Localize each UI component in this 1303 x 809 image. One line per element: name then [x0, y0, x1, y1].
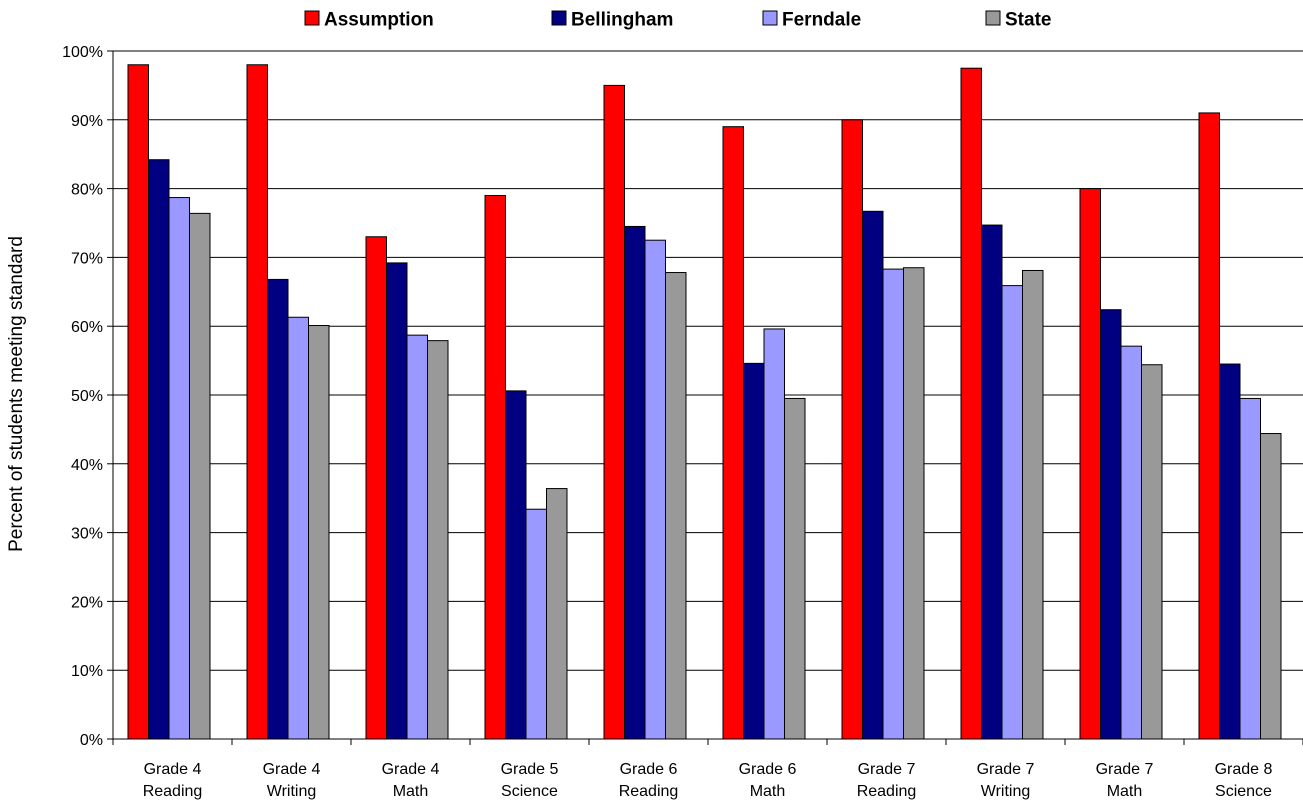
bar-state-8: [1141, 364, 1163, 740]
bar-state-7: [1022, 269, 1044, 740]
bar-ferndale-9: [1239, 397, 1261, 740]
bar-assumption-2: [365, 236, 387, 740]
bar-bellingham-0: [148, 159, 170, 740]
x-tick-label: Grade 6 Reading: [619, 761, 679, 800]
bar-assumption-0: [127, 64, 149, 740]
y-tick-label: 90%: [71, 113, 103, 130]
bar-state-3: [546, 488, 568, 740]
bar-bellingham-1: [267, 278, 289, 740]
legend-swatch-ferndale: [762, 10, 778, 26]
legend-label-state: State: [1005, 10, 1051, 31]
y-axis-label: Percent of students meeting standard: [6, 236, 27, 552]
bar-ferndale-4: [644, 239, 666, 740]
bar-bellingham-2: [386, 262, 408, 740]
bar-assumption-1: [246, 64, 268, 740]
bar-state-0: [189, 212, 211, 740]
bar-bellingham-5: [743, 362, 765, 740]
x-tick-label: Grade 6 Math: [739, 761, 797, 800]
x-tick-label: Grade 4 Reading: [143, 761, 203, 800]
y-tick-label: 50%: [71, 388, 103, 405]
bar-state-6: [903, 267, 925, 740]
bars: [127, 64, 1282, 740]
legend-swatch-state: [985, 10, 1001, 26]
x-tick-label: Grade 4 Writing: [263, 761, 321, 800]
bar-ferndale-2: [406, 334, 428, 740]
x-tick-label: Grade 7 Reading: [857, 761, 917, 800]
y-tick-label: 80%: [71, 182, 103, 199]
x-axis-ticks: Grade 4 Reading Grade 4 Writing Grade 4 Math G…: [112, 739, 1303, 800]
bar-state-2: [427, 340, 449, 740]
bar-assumption-5: [722, 126, 744, 740]
bar-bellingham-3: [505, 390, 527, 740]
bar-assumption-7: [960, 67, 982, 740]
bar-ferndale-8: [1120, 345, 1142, 740]
bar-assumption-9: [1198, 112, 1220, 740]
bar-bellingham-9: [1219, 363, 1241, 740]
bar-ferndale-5: [763, 328, 785, 740]
bar-ferndale-0: [168, 197, 190, 740]
bar-ferndale-7: [1001, 285, 1023, 740]
y-tick-label: 0%: [80, 732, 103, 749]
bar-state-4: [665, 272, 687, 740]
y-tick-label: 70%: [71, 250, 103, 267]
bar-state-1: [308, 325, 330, 740]
bar-state-9: [1260, 433, 1282, 740]
bar-assumption-6: [841, 119, 863, 740]
y-tick-label: 10%: [71, 663, 103, 680]
x-tick-label: Grade 7 Math: [1096, 761, 1154, 800]
x-tick-label: Grade 5 Science: [501, 761, 559, 800]
x-tick-label: Grade 7 Writing: [977, 761, 1035, 800]
legend-label-ferndale: Ferndale: [782, 10, 861, 31]
bar-ferndale-6: [882, 268, 904, 740]
legend: Assumption Bellingham Ferndale State: [304, 10, 1051, 31]
bar-bellingham-6: [862, 210, 884, 740]
y-tick-label: 100%: [62, 44, 103, 61]
y-tick-label: 60%: [71, 319, 103, 336]
legend-label-assumption: Assumption: [324, 10, 434, 31]
y-tick-label: 30%: [71, 526, 103, 543]
y-tick-label: 40%: [71, 457, 103, 474]
bar-bellingham-8: [1100, 309, 1122, 740]
legend-swatch-assumption: [304, 10, 320, 26]
bar-assumption-3: [484, 194, 506, 740]
y-tick-label: 20%: [71, 594, 103, 611]
bar-ferndale-1: [287, 316, 309, 740]
bar-state-5: [784, 397, 806, 740]
y-axis-ticks: 0% 10% 20% 30% 40% 50% 60% 70% 80% 90% 100%: [62, 44, 113, 749]
legend-swatch-bellingham: [551, 10, 567, 26]
bar-assumption-8: [1079, 188, 1101, 740]
bar-bellingham-4: [624, 225, 646, 740]
legend-label-bellingham: Bellingham: [571, 10, 673, 31]
bar-ferndale-3: [525, 508, 547, 740]
bar-bellingham-7: [981, 224, 1003, 740]
x-tick-label: Grade 4 Math: [382, 761, 440, 800]
x-tick-label: Grade 8 Science: [1215, 761, 1273, 800]
bar-assumption-4: [603, 84, 625, 740]
